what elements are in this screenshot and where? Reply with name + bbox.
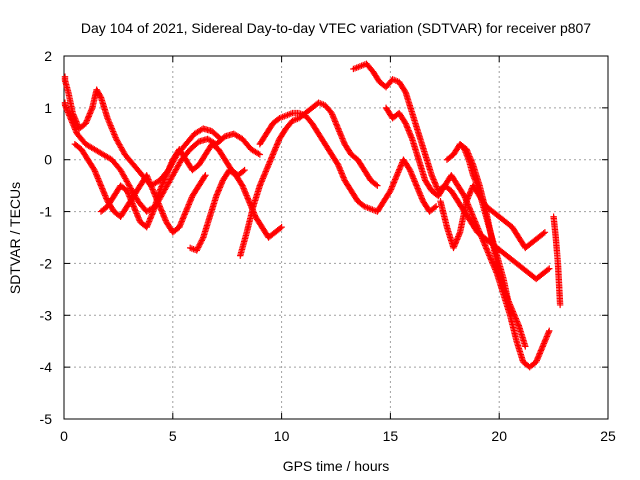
y-tick-label: 0: [44, 152, 52, 168]
data-point: [431, 204, 438, 211]
data-point: [461, 147, 469, 155]
data-point: [277, 224, 284, 232]
data-point: [463, 152, 471, 159]
data-point: [462, 149, 469, 156]
data-point: [464, 155, 472, 162]
data-point: [105, 117, 112, 125]
x-axis-ticks: 0 5 10 15 20 25: [60, 56, 616, 444]
series-track-g: [256, 109, 440, 215]
data-point: [278, 223, 285, 231]
data-point: [193, 247, 200, 254]
data-point: [546, 327, 553, 335]
data-point: [374, 182, 381, 189]
data-point: [97, 92, 104, 100]
data-point: [401, 87, 409, 95]
y-axis-label: SDTVAR / TECUs: [7, 182, 23, 294]
x-tick-label: 10: [274, 428, 290, 444]
data-point: [522, 343, 529, 350]
series-track-h: [350, 60, 553, 371]
data-point: [110, 129, 117, 137]
x-tick-label: 20: [491, 428, 507, 444]
data-point: [106, 120, 114, 128]
data-point: [463, 150, 470, 157]
data-point: [473, 180, 481, 188]
data-point: [109, 128, 117, 135]
series-track-i: [382, 104, 553, 283]
chart-title: Day 104 of 2021, Sidereal Day-to-day VTE…: [81, 20, 591, 36]
data-point: [107, 122, 114, 129]
data-point: [111, 132, 119, 140]
data-point: [372, 181, 380, 188]
series-track-m: [550, 213, 564, 309]
series-track-f: [237, 99, 381, 259]
data-points: [61, 60, 564, 371]
data-point: [202, 172, 209, 179]
y-tick-label: 1: [44, 100, 52, 116]
data-point: [556, 301, 564, 309]
data-point: [198, 237, 206, 244]
y-tick-label: 2: [44, 48, 52, 64]
data-point: [194, 244, 202, 251]
data-point: [104, 116, 112, 123]
data-point: [240, 167, 247, 175]
data-point: [108, 123, 115, 131]
series-track-c: [71, 140, 209, 236]
data-point: [472, 177, 479, 185]
series-track-a: [61, 73, 224, 189]
data-point: [112, 134, 119, 141]
series-track-b: [61, 99, 264, 215]
data-point: [461, 146, 468, 153]
data-point: [201, 173, 208, 180]
data-point: [541, 229, 549, 236]
data-point: [546, 265, 553, 272]
data-point: [544, 266, 552, 273]
data-point: [108, 125, 116, 132]
y-tick-label: -2: [40, 255, 53, 271]
data-point: [199, 235, 206, 243]
x-tick-label: 0: [60, 428, 68, 444]
y-tick-label: -1: [40, 204, 53, 220]
data-point: [197, 240, 204, 247]
data-point: [471, 175, 478, 182]
y-tick-label: -4: [40, 359, 53, 375]
data-point: [464, 153, 471, 160]
data-point: [472, 179, 480, 186]
x-tick-label: 5: [169, 428, 177, 444]
data-point: [432, 203, 440, 210]
x-axis-label: GPS time / hours: [283, 458, 390, 474]
data-point: [469, 172, 477, 179]
x-tick-label: 25: [600, 428, 616, 444]
series-track-l: [456, 140, 512, 303]
data-point: [470, 173, 477, 180]
data-point: [106, 119, 113, 126]
data-point: [195, 242, 203, 250]
plot-frame: [63, 55, 609, 420]
data-point: [197, 238, 205, 246]
data-point: [540, 230, 547, 237]
series-track-d: [97, 140, 248, 231]
series-track-e: [187, 166, 285, 254]
data-point: [255, 150, 262, 157]
data-point: [194, 245, 201, 253]
data-point: [111, 131, 118, 138]
data-point: [241, 166, 248, 174]
y-tick-label: -3: [40, 307, 53, 323]
data-point: [504, 296, 512, 303]
data-point: [196, 241, 203, 248]
data-point: [256, 151, 264, 158]
data-point: [104, 115, 111, 122]
data-point: [109, 126, 116, 134]
y-tick-label: -5: [40, 411, 53, 427]
data-point: [471, 176, 479, 183]
x-tick-label: 15: [383, 428, 399, 444]
y-axis-ticks: -5 -4 -3 -2 -1 0 1 2: [40, 48, 608, 427]
